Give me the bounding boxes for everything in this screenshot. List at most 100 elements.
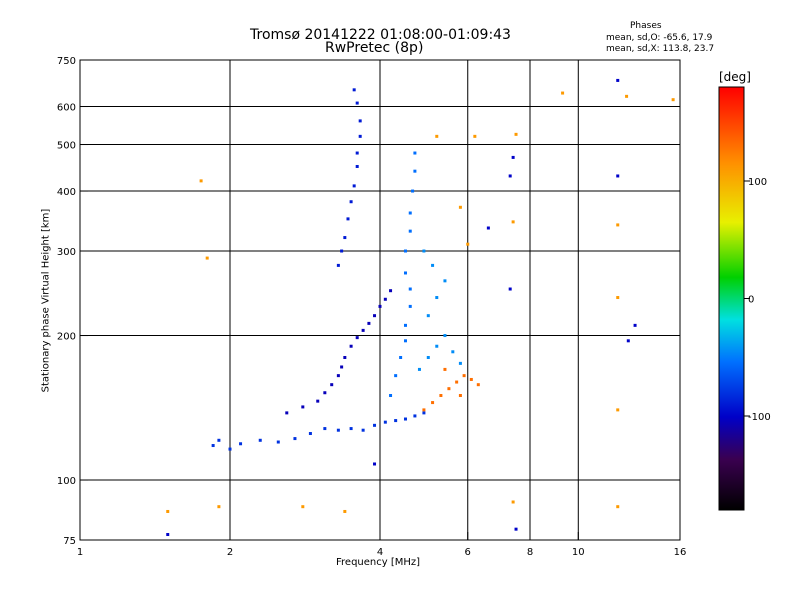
x-tick-label: 10 — [572, 547, 585, 558]
scatter-point — [293, 437, 297, 441]
scatter-point — [413, 151, 417, 155]
scatter-point — [443, 334, 447, 338]
scatter-point — [349, 344, 353, 348]
scatter-point — [403, 271, 407, 275]
stats-x-mode: mean, sd,X: 113.8, 23.7 — [606, 44, 715, 54]
scatter-point — [383, 297, 387, 301]
scatter-point — [323, 427, 327, 431]
scatter-point — [403, 417, 407, 421]
scatter-point — [616, 296, 620, 300]
colorbar-unit-label: [deg] — [719, 70, 751, 84]
scatter-point — [336, 428, 340, 432]
scatter-point — [211, 444, 215, 448]
scatter-point — [411, 189, 415, 193]
plot-frame — [79, 59, 681, 541]
y-tick-label: 200 — [57, 332, 76, 343]
scatter-point — [340, 365, 344, 369]
scatter-point — [399, 355, 403, 359]
colorbar-tick-label: 100 — [748, 177, 767, 188]
scatter-point — [455, 380, 459, 384]
x-tick-label: 1 — [77, 547, 83, 558]
scatter-point — [361, 328, 365, 332]
stats-o-mode: mean, sd,O: -65.6, 17.9 — [606, 33, 713, 43]
scatter-point — [426, 355, 430, 359]
scatter-point — [447, 387, 451, 391]
scatter-point — [389, 394, 393, 398]
scatter-point — [486, 226, 490, 230]
scatter-point — [394, 419, 398, 423]
scatter-point — [462, 374, 466, 378]
scatter-point — [330, 383, 334, 387]
scatter-point — [626, 339, 630, 343]
scatter-point — [466, 242, 470, 246]
scatter-point — [343, 236, 347, 240]
scatter-point — [323, 391, 327, 395]
scatter-point — [514, 132, 518, 136]
scatter-point — [616, 408, 620, 412]
y-tick-label: 750 — [57, 56, 76, 67]
scatter-point — [671, 98, 675, 102]
scatter-point — [301, 505, 305, 509]
scatter-point — [511, 155, 515, 159]
x-tick-label: 4 — [377, 547, 383, 558]
scatter-point — [343, 355, 347, 359]
scatter-point — [476, 383, 480, 387]
scatter-point — [511, 500, 515, 504]
scatter-point — [166, 509, 170, 513]
scatter-point — [258, 438, 262, 442]
scatter-point — [166, 533, 170, 537]
scatter-point — [373, 314, 377, 318]
scatter-point — [403, 249, 407, 253]
scatter-point — [469, 377, 473, 381]
scatter-point — [514, 527, 518, 531]
scatter-point — [426, 314, 430, 318]
scatter-point — [408, 304, 412, 308]
scatter-point — [435, 296, 439, 300]
scatter-point — [301, 405, 305, 409]
scatter-point — [205, 256, 209, 260]
scatter-point — [217, 505, 221, 509]
scatter-point — [561, 91, 565, 95]
scatter-point — [355, 151, 359, 155]
scatter-point — [413, 414, 417, 418]
scatter-point — [358, 119, 362, 123]
scatter-point — [346, 217, 350, 221]
scatter-point — [431, 263, 435, 267]
scatter-point — [361, 428, 365, 432]
scatter-point — [352, 88, 356, 92]
scatter-point — [413, 169, 417, 173]
colorbar-tick-label: 0 — [748, 295, 754, 306]
scatter-point — [422, 408, 426, 412]
scatter-point — [349, 427, 353, 431]
scatter-point — [633, 323, 637, 327]
x-axis-label: Frequency [MHz] — [336, 557, 421, 568]
scatter-point — [443, 367, 447, 371]
scatter-point — [473, 134, 477, 138]
scatter-point — [378, 304, 382, 308]
y-tick-label: 100 — [57, 476, 76, 487]
scatter-point — [431, 401, 435, 405]
y-tick-label: 400 — [57, 187, 76, 198]
scatter-point — [217, 438, 221, 442]
scatter-point — [408, 287, 412, 291]
scatter-point — [403, 339, 407, 343]
scatter-point — [228, 447, 232, 451]
scatter-point — [508, 287, 512, 291]
scatter-point — [616, 174, 620, 178]
scatter-point — [458, 394, 462, 398]
scatter-point — [435, 344, 439, 348]
x-tick-label: 6 — [465, 547, 471, 558]
y-tick-label: 600 — [57, 103, 76, 114]
scatter-point — [443, 279, 447, 283]
scatter-point — [394, 374, 398, 378]
scatter-point — [417, 367, 421, 371]
scatter-point — [308, 432, 312, 436]
colorbar-tick-label: -100 — [748, 412, 771, 423]
scatter-point — [316, 399, 320, 403]
chart-title: Tromsø 20141222 01:08:00-01:09:43 — [250, 27, 511, 43]
scatter-point — [458, 205, 462, 209]
scatter-point — [199, 179, 203, 183]
scatter-point — [383, 420, 387, 424]
scatter-point — [373, 423, 377, 427]
